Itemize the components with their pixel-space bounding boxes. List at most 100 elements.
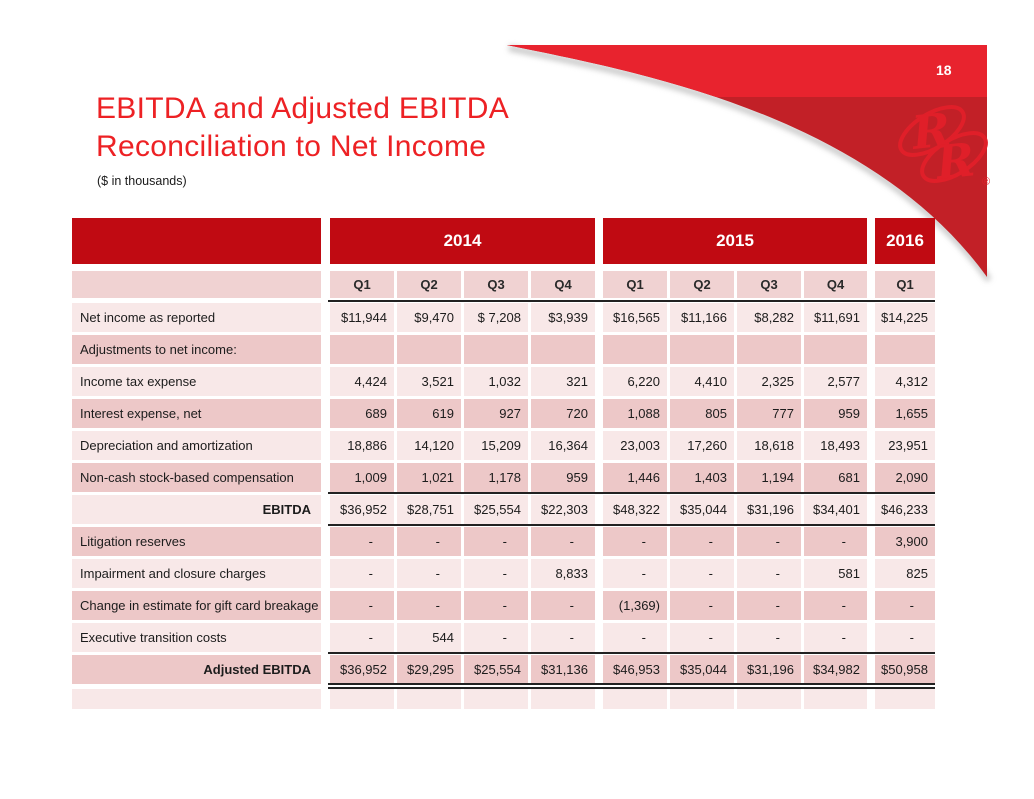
value-cell: 1,403: [670, 463, 734, 492]
row-label: [72, 689, 321, 709]
corner-swoosh-decoration: R R ®: [507, 45, 992, 282]
value-cell: -: [670, 623, 734, 652]
value-cell: $31,196: [737, 495, 801, 524]
value-cell: 1,194: [737, 463, 801, 492]
row-label: Change in estimate for gift card breakag…: [72, 591, 321, 620]
quarter-header: Q2: [397, 271, 461, 298]
value-cell: 321: [531, 367, 595, 396]
row-label: Depreciation and amortization: [72, 431, 321, 460]
year-header-2015: 2015: [603, 218, 867, 264]
value-cell: $25,554: [464, 495, 528, 524]
value-cell: [737, 689, 801, 709]
value-cell: -: [875, 591, 935, 620]
value-cell: 4,312: [875, 367, 935, 396]
value-cell: [804, 335, 867, 364]
row-label: Interest expense, net: [72, 399, 321, 428]
value-cell: $11,166: [670, 303, 734, 332]
value-cell: $31,196: [737, 655, 801, 684]
value-cell: 23,951: [875, 431, 935, 460]
value-cell: -: [737, 623, 801, 652]
value-cell: $14,225: [875, 303, 935, 332]
value-cell: -: [464, 559, 528, 588]
value-cell: [670, 689, 734, 709]
value-cell: 18,618: [737, 431, 801, 460]
row-label: Impairment and closure charges: [72, 559, 321, 588]
value-cell: [397, 689, 461, 709]
logo-registered-mark: ®: [982, 176, 990, 188]
adjusted-top-rule: [328, 652, 935, 654]
value-cell: 16,364: [531, 431, 595, 460]
row-label: Adjustments to net income:: [72, 335, 321, 364]
year-header-2014: 2014: [330, 218, 595, 264]
slide-title-line1: EBITDA and Adjusted EBITDA: [96, 92, 510, 125]
value-cell: -: [330, 527, 394, 556]
row-label: Non-cash stock-based compensation: [72, 463, 321, 492]
value-cell: [875, 689, 935, 709]
value-cell: $ 7,208: [464, 303, 528, 332]
value-cell: -: [737, 527, 801, 556]
value-cell: -: [531, 527, 595, 556]
value-cell: 1,178: [464, 463, 528, 492]
value-cell: -: [603, 623, 667, 652]
slide-subtitle: ($ in thousands): [97, 174, 187, 188]
quarter-header: Q3: [464, 271, 528, 298]
value-cell: $16,565: [603, 303, 667, 332]
value-cell: $31,136: [531, 655, 595, 684]
year-header-2016: 2016: [875, 218, 935, 264]
slide-title: EBITDA and Adjusted EBITDA Reconciliatio…: [96, 90, 509, 166]
ebitda-top-rule: [328, 492, 935, 494]
row-label: Income tax expense: [72, 367, 321, 396]
value-cell: $25,554: [464, 655, 528, 684]
ebitda-bottom-rule: [328, 524, 935, 526]
quarter-header: Q4: [531, 271, 595, 298]
value-cell: [330, 689, 394, 709]
value-cell: 6,220: [603, 367, 667, 396]
value-cell: $8,282: [737, 303, 801, 332]
swoosh-dark-shape: [507, 45, 987, 277]
value-cell: [531, 335, 595, 364]
logo-letter-r2: R: [932, 132, 978, 190]
value-cell: $11,691: [804, 303, 867, 332]
quarter-header: Q1: [603, 271, 667, 298]
value-cell: $34,401: [804, 495, 867, 524]
quarter-header-rule: [328, 300, 935, 302]
value-cell: [603, 689, 667, 709]
adjusted-total-underline-2: [328, 687, 935, 689]
value-cell: -: [603, 527, 667, 556]
value-cell: 17,260: [670, 431, 734, 460]
value-cell: $28,751: [397, 495, 461, 524]
value-cell: 681: [804, 463, 867, 492]
row-label: EBITDA: [72, 495, 321, 524]
value-cell: $35,044: [670, 495, 734, 524]
value-cell: 3,900: [875, 527, 935, 556]
value-cell: $48,322: [603, 495, 667, 524]
value-cell: [397, 335, 461, 364]
value-cell: -: [464, 527, 528, 556]
value-cell: -: [737, 559, 801, 588]
value-cell: [464, 689, 528, 709]
value-cell: 8,833: [531, 559, 595, 588]
quarter-header: Q3: [737, 271, 801, 298]
value-cell: 4,424: [330, 367, 394, 396]
value-cell: 689: [330, 399, 394, 428]
value-cell: $46,233: [875, 495, 935, 524]
row-label: Adjusted EBITDA: [72, 655, 321, 684]
value-cell: -: [397, 527, 461, 556]
value-cell: 1,021: [397, 463, 461, 492]
value-cell: 825: [875, 559, 935, 588]
value-cell: -: [670, 527, 734, 556]
value-cell: 1,009: [330, 463, 394, 492]
value-cell: 619: [397, 399, 461, 428]
value-cell: -: [397, 559, 461, 588]
ebitda-reconciliation-table: 2014 2015 2016 Q1 Q2 Q3 Q4 Q1 Q2 Q3 Q4 Q1 Net income…: [72, 218, 935, 713]
value-cell: 18,493: [804, 431, 867, 460]
page-number: 18: [936, 62, 952, 78]
value-cell: -: [737, 591, 801, 620]
value-cell: $36,952: [330, 655, 394, 684]
quarter-header: Q1: [875, 271, 935, 298]
value-cell: 1,032: [464, 367, 528, 396]
value-cell: $34,982: [804, 655, 867, 684]
value-cell: 3,521: [397, 367, 461, 396]
quarter-header: Q4: [804, 271, 867, 298]
